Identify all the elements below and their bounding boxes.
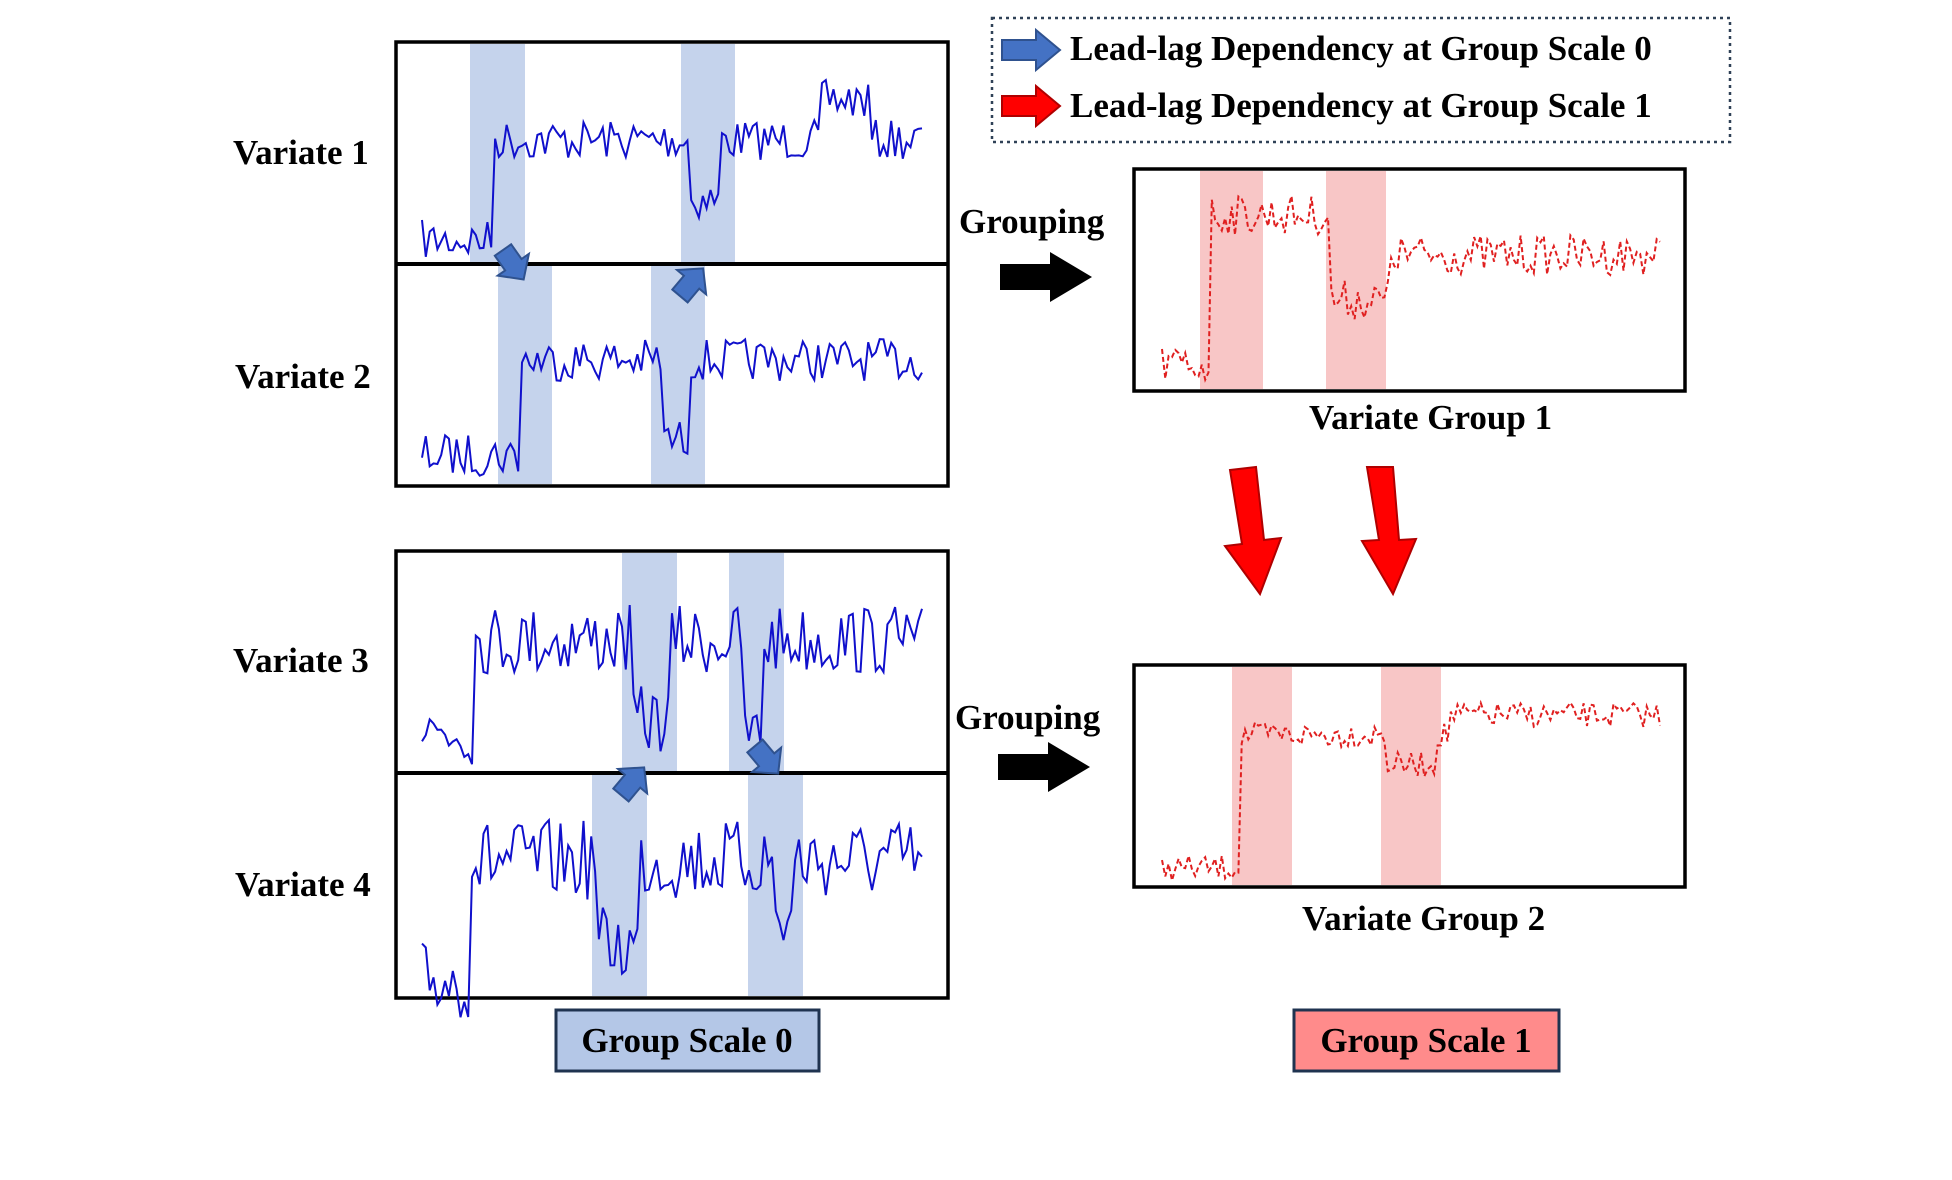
group-scale-0-label: Group Scale 0 bbox=[581, 1021, 792, 1060]
variate-group-1-series bbox=[1161, 194, 1661, 383]
variate-1-series bbox=[421, 78, 923, 257]
variate-group-1-label: Variate Group 1 bbox=[1309, 398, 1552, 437]
group-scale-1-label: Group Scale 1 bbox=[1320, 1021, 1531, 1060]
legend: Lead-lag Dependency at Group Scale 0 Lea… bbox=[990, 16, 1732, 144]
variate-3-series bbox=[421, 605, 923, 765]
variate-4-series bbox=[421, 817, 923, 1018]
variate-1-label: Variate 1 bbox=[233, 133, 369, 172]
variate-group-2-panel bbox=[1132, 663, 1687, 889]
legend-red-arrow-icon bbox=[1001, 83, 1062, 129]
grouping-arrow-icon bbox=[1000, 252, 1092, 302]
variate-3-label: Variate 3 bbox=[233, 641, 369, 680]
highlight-g2-a bbox=[1232, 667, 1292, 885]
legend-border bbox=[990, 16, 1732, 144]
group-scale-1-badge: Group Scale 1 bbox=[1292, 1008, 1561, 1073]
variate-group-1-panel bbox=[1132, 167, 1687, 393]
highlight-g1-b bbox=[1326, 171, 1386, 389]
legend-scale1-label: Lead-lag Dependency at Group Scale 1 bbox=[1070, 86, 1652, 125]
variates-3-4-panel bbox=[394, 549, 950, 1018]
variate-group-2-series bbox=[1161, 699, 1661, 881]
variate-group-2-label: Variate Group 2 bbox=[1302, 899, 1545, 938]
group-scale-0-badge: Group Scale 0 bbox=[554, 1008, 821, 1073]
highlight-g2-b bbox=[1381, 667, 1441, 885]
highlight-v2-a bbox=[498, 266, 552, 484]
variate-4-label: Variate 4 bbox=[235, 865, 371, 904]
variates-1-2-panel bbox=[394, 40, 950, 488]
highlight-v4-a bbox=[592, 775, 647, 996]
legend-blue-arrow-icon bbox=[1001, 27, 1062, 73]
legend-scale0-label: Lead-lag Dependency at Group Scale 0 bbox=[1070, 29, 1652, 68]
grouping-label-bottom: Grouping bbox=[955, 698, 1101, 737]
variate-2-series bbox=[421, 337, 923, 477]
grouping-arrow-icon bbox=[998, 742, 1090, 792]
highlight-v4-b bbox=[748, 775, 803, 996]
grouping-label-top: Grouping bbox=[959, 202, 1105, 241]
variate-2-label: Variate 2 bbox=[235, 357, 371, 396]
red-arrow-icon bbox=[1223, 465, 1283, 597]
highlight-v1-b bbox=[681, 44, 735, 264]
red-arrow-icon bbox=[1360, 466, 1418, 597]
